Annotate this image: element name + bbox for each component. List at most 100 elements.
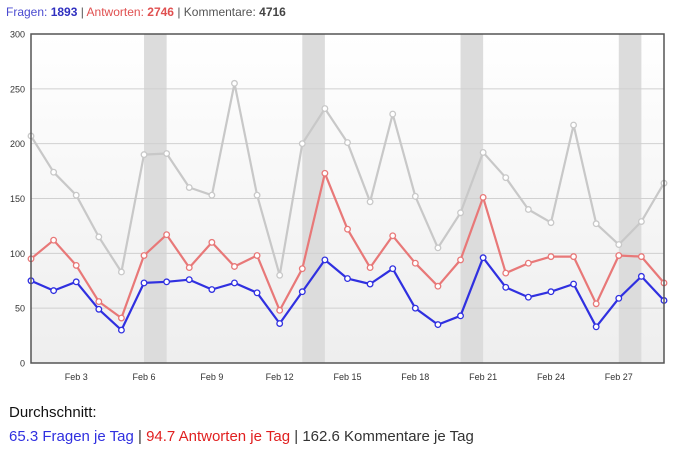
- x-tick-label: Feb 18: [401, 372, 429, 382]
- y-tick-label: 100: [10, 249, 25, 259]
- averages-block: Durchschnitt: 65.3 Fragen je Tag | 94.7 …: [9, 401, 474, 449]
- x-tick-label: Feb 24: [537, 372, 565, 382]
- data-point-fragen: [231, 279, 238, 287]
- data-point-kommentare: [253, 191, 261, 199]
- data-point-fragen: [615, 294, 623, 302]
- data-point-antworten: [276, 306, 284, 314]
- data-point-antworten: [389, 232, 397, 240]
- data-point-fragen: [72, 278, 80, 286]
- kommentare-total: 4716: [259, 5, 286, 19]
- data-point-fragen: [570, 280, 578, 288]
- y-tick-label: 150: [10, 194, 25, 204]
- data-point-antworten: [185, 264, 193, 272]
- data-point-antworten: [321, 169, 329, 177]
- averages-heading: Durchschnitt:: [9, 404, 97, 421]
- data-point-fragen: [411, 304, 419, 312]
- data-point-fragen: [524, 293, 532, 301]
- data-point-kommentare: [389, 110, 397, 118]
- summary-separator: |: [80, 5, 84, 19]
- data-point-antworten: [208, 238, 216, 246]
- y-tick-label: 0: [20, 359, 25, 369]
- data-point-antworten: [434, 282, 442, 290]
- data-point-antworten: [457, 256, 464, 264]
- averages-line: 65.3 Fragen je Tag | 94.7 Antworten je T…: [9, 425, 474, 449]
- data-point-fragen: [366, 280, 374, 288]
- y-tick-label: 300: [10, 30, 25, 40]
- data-point-antworten: [502, 269, 510, 277]
- data-point-antworten: [637, 253, 645, 261]
- data-point-antworten: [592, 300, 600, 308]
- data-point-fragen: [95, 305, 103, 313]
- data-point-antworten: [163, 231, 171, 239]
- x-tick-label: Feb 15: [333, 372, 361, 382]
- data-point-fragen: [50, 287, 58, 295]
- data-point-fragen: [592, 323, 600, 331]
- antworten-label: Antworten:: [86, 5, 144, 19]
- data-point-fragen: [502, 283, 510, 291]
- data-point-antworten: [479, 193, 487, 201]
- data-point-fragen: [547, 288, 555, 296]
- fragen-label: Fragen:: [6, 5, 48, 19]
- data-point-antworten: [366, 264, 374, 272]
- data-point-antworten: [570, 253, 578, 261]
- data-point-antworten: [231, 263, 238, 270]
- data-point-kommentare: [276, 271, 284, 279]
- data-point-kommentare: [434, 244, 442, 252]
- data-point-fragen: [457, 312, 464, 320]
- data-point-antworten: [95, 298, 103, 306]
- y-tick-label: 200: [10, 139, 25, 149]
- data-point-antworten: [140, 252, 148, 259]
- data-point-fragen: [117, 326, 125, 334]
- data-point-fragen: [344, 275, 351, 283]
- x-tick-label: Feb 12: [266, 372, 294, 382]
- averages-separator: |: [294, 428, 299, 445]
- data-point-fragen: [298, 288, 306, 296]
- data-point-kommentare: [140, 151, 148, 159]
- data-point-antworten: [524, 259, 532, 267]
- data-point-kommentare: [344, 139, 351, 147]
- data-point-antworten: [117, 314, 125, 322]
- data-point-fragen: [637, 272, 645, 280]
- y-tick-label: 50: [15, 304, 25, 314]
- data-point-kommentare: [457, 209, 464, 217]
- activity-line-chart: 0 50 100 150 200 250 300 Feb 3 Feb 6 Feb 9 Feb 12 F…: [10, 30, 668, 382]
- data-point-antworten: [411, 259, 419, 267]
- data-point-kommentare: [570, 121, 578, 129]
- data-point-fragen: [140, 279, 148, 287]
- data-point-kommentare: [366, 198, 374, 206]
- data-point-antworten: [298, 265, 306, 273]
- data-point-kommentare: [637, 218, 645, 225]
- data-point-fragen: [253, 289, 261, 297]
- x-tick-label: Feb 9: [200, 372, 223, 382]
- avg-fragen: 65.3 Fragen je Tag: [9, 428, 134, 445]
- data-point-antworten: [344, 225, 351, 233]
- y-tick-label: 250: [10, 84, 25, 94]
- data-point-fragen: [185, 276, 193, 284]
- data-point-kommentare: [163, 150, 171, 157]
- data-point-fragen: [208, 286, 216, 293]
- x-tick-label: Feb 27: [605, 372, 633, 382]
- data-point-kommentare: [502, 174, 510, 182]
- data-point-antworten: [253, 252, 261, 259]
- data-point-antworten: [547, 253, 555, 261]
- antworten-total: 2746: [147, 5, 174, 19]
- avg-kommentare: 162.6 Kommentare je Tag: [302, 428, 474, 445]
- data-point-kommentare: [615, 241, 623, 249]
- data-point-fragen: [479, 254, 487, 262]
- x-tick-label: Feb 21: [469, 372, 497, 382]
- data-point-fragen: [276, 320, 284, 327]
- data-point-kommentare: [208, 191, 216, 199]
- data-point-fragen: [389, 265, 397, 273]
- data-point-kommentare: [524, 206, 532, 213]
- data-point-kommentare: [95, 233, 103, 241]
- data-point-kommentare: [592, 220, 600, 228]
- data-point-kommentare: [72, 191, 80, 199]
- data-point-kommentare: [411, 192, 419, 200]
- summary-line: Fragen: 1893 | Antworten: 2746 | Komment…: [6, 5, 286, 19]
- data-point-kommentare: [479, 148, 487, 156]
- avg-antworten: 94.7 Antworten je Tag: [146, 428, 291, 445]
- plot-border: [30, 33, 665, 364]
- averages-separator: |: [137, 428, 142, 445]
- data-point-antworten: [50, 236, 58, 244]
- x-tick-label: Feb 6: [133, 372, 156, 382]
